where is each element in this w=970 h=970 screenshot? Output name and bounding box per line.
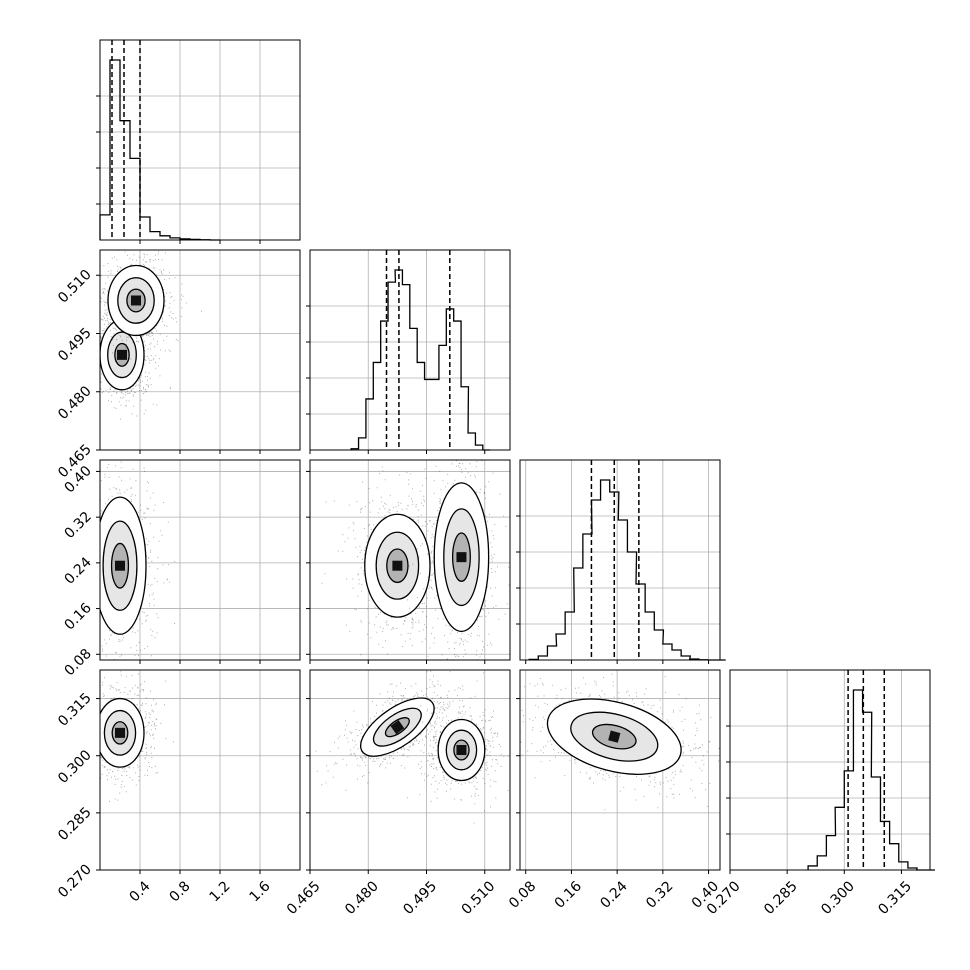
density-peak [390,720,405,735]
panel-frame-3-0 [99,669,301,871]
panel-frame-2-0 [99,459,301,661]
x-tick-label: 0.300 [818,878,858,918]
x-tick-label: 0.8 [167,878,194,905]
x-tick-label: 0.16 [552,878,585,911]
density-peak [117,349,127,360]
y-tick-label: 0.315 [55,690,95,730]
histogram-0 [99,59,220,241]
y-tick-label: 0.480 [55,383,95,423]
panel-frame-3-3 [729,669,931,871]
histogram-2 [528,479,726,661]
x-tick-label: 0.4 [127,878,154,905]
y-tick-label: 0.270 [55,862,95,902]
grid-2-2 [516,460,720,660]
density-peak [131,295,141,306]
density-2-0 [100,460,176,660]
x-tick-label: 0.32 [643,878,676,911]
density-3-2 [520,673,720,811]
x-tick-label: 0.495 [400,878,440,918]
grid-3-1 [310,670,510,870]
density-3-1 [315,670,509,824]
density-peak [115,560,125,571]
density-peak [608,730,621,743]
grid-3-0 [100,670,300,870]
histogram-1 [350,269,491,451]
density-peak [456,552,467,563]
y-tick-label: 0.32 [61,509,94,542]
y-tick-label: 0.08 [61,646,94,679]
density-3-0 [100,671,174,802]
x-tick-label: 0.480 [342,878,382,918]
x-tick-label: 0.465 [284,878,324,918]
panel-frame-3-2 [519,669,721,871]
histogram-3 [807,689,935,871]
grid-3-3 [726,670,930,870]
panel-frame-2-2 [519,459,721,661]
x-tick-label: 0.08 [506,878,539,911]
grid-0-0 [96,40,300,240]
density-2-1 [321,460,510,660]
density-peak [115,727,125,738]
x-tick-label: 1.6 [247,878,274,905]
y-tick-label: 0.24 [61,554,94,587]
density-peak [456,745,467,755]
x-tick-label: 0.315 [875,878,915,918]
panel-frame-2-1 [309,459,511,661]
x-tick-label: 0.510 [459,878,499,918]
panel-frame-1-1 [309,249,511,451]
x-tick-label: 0.285 [761,878,801,918]
grid-1-1 [306,250,510,450]
y-tick-label: 0.285 [55,804,95,844]
y-tick-label: 0.300 [55,747,95,787]
panel-frame-1-0 [99,249,301,451]
y-tick-label: 0.16 [61,600,94,633]
density-peak [392,560,403,571]
x-tick-label: 1.2 [207,878,234,905]
y-tick-label: 0.495 [55,325,95,365]
density-1-0 [100,250,202,420]
x-tick-label: 0.24 [597,878,630,911]
panel-frame-0-0 [99,39,301,241]
panel-frame-3-1 [309,669,511,871]
y-tick-label: 0.510 [55,267,95,307]
